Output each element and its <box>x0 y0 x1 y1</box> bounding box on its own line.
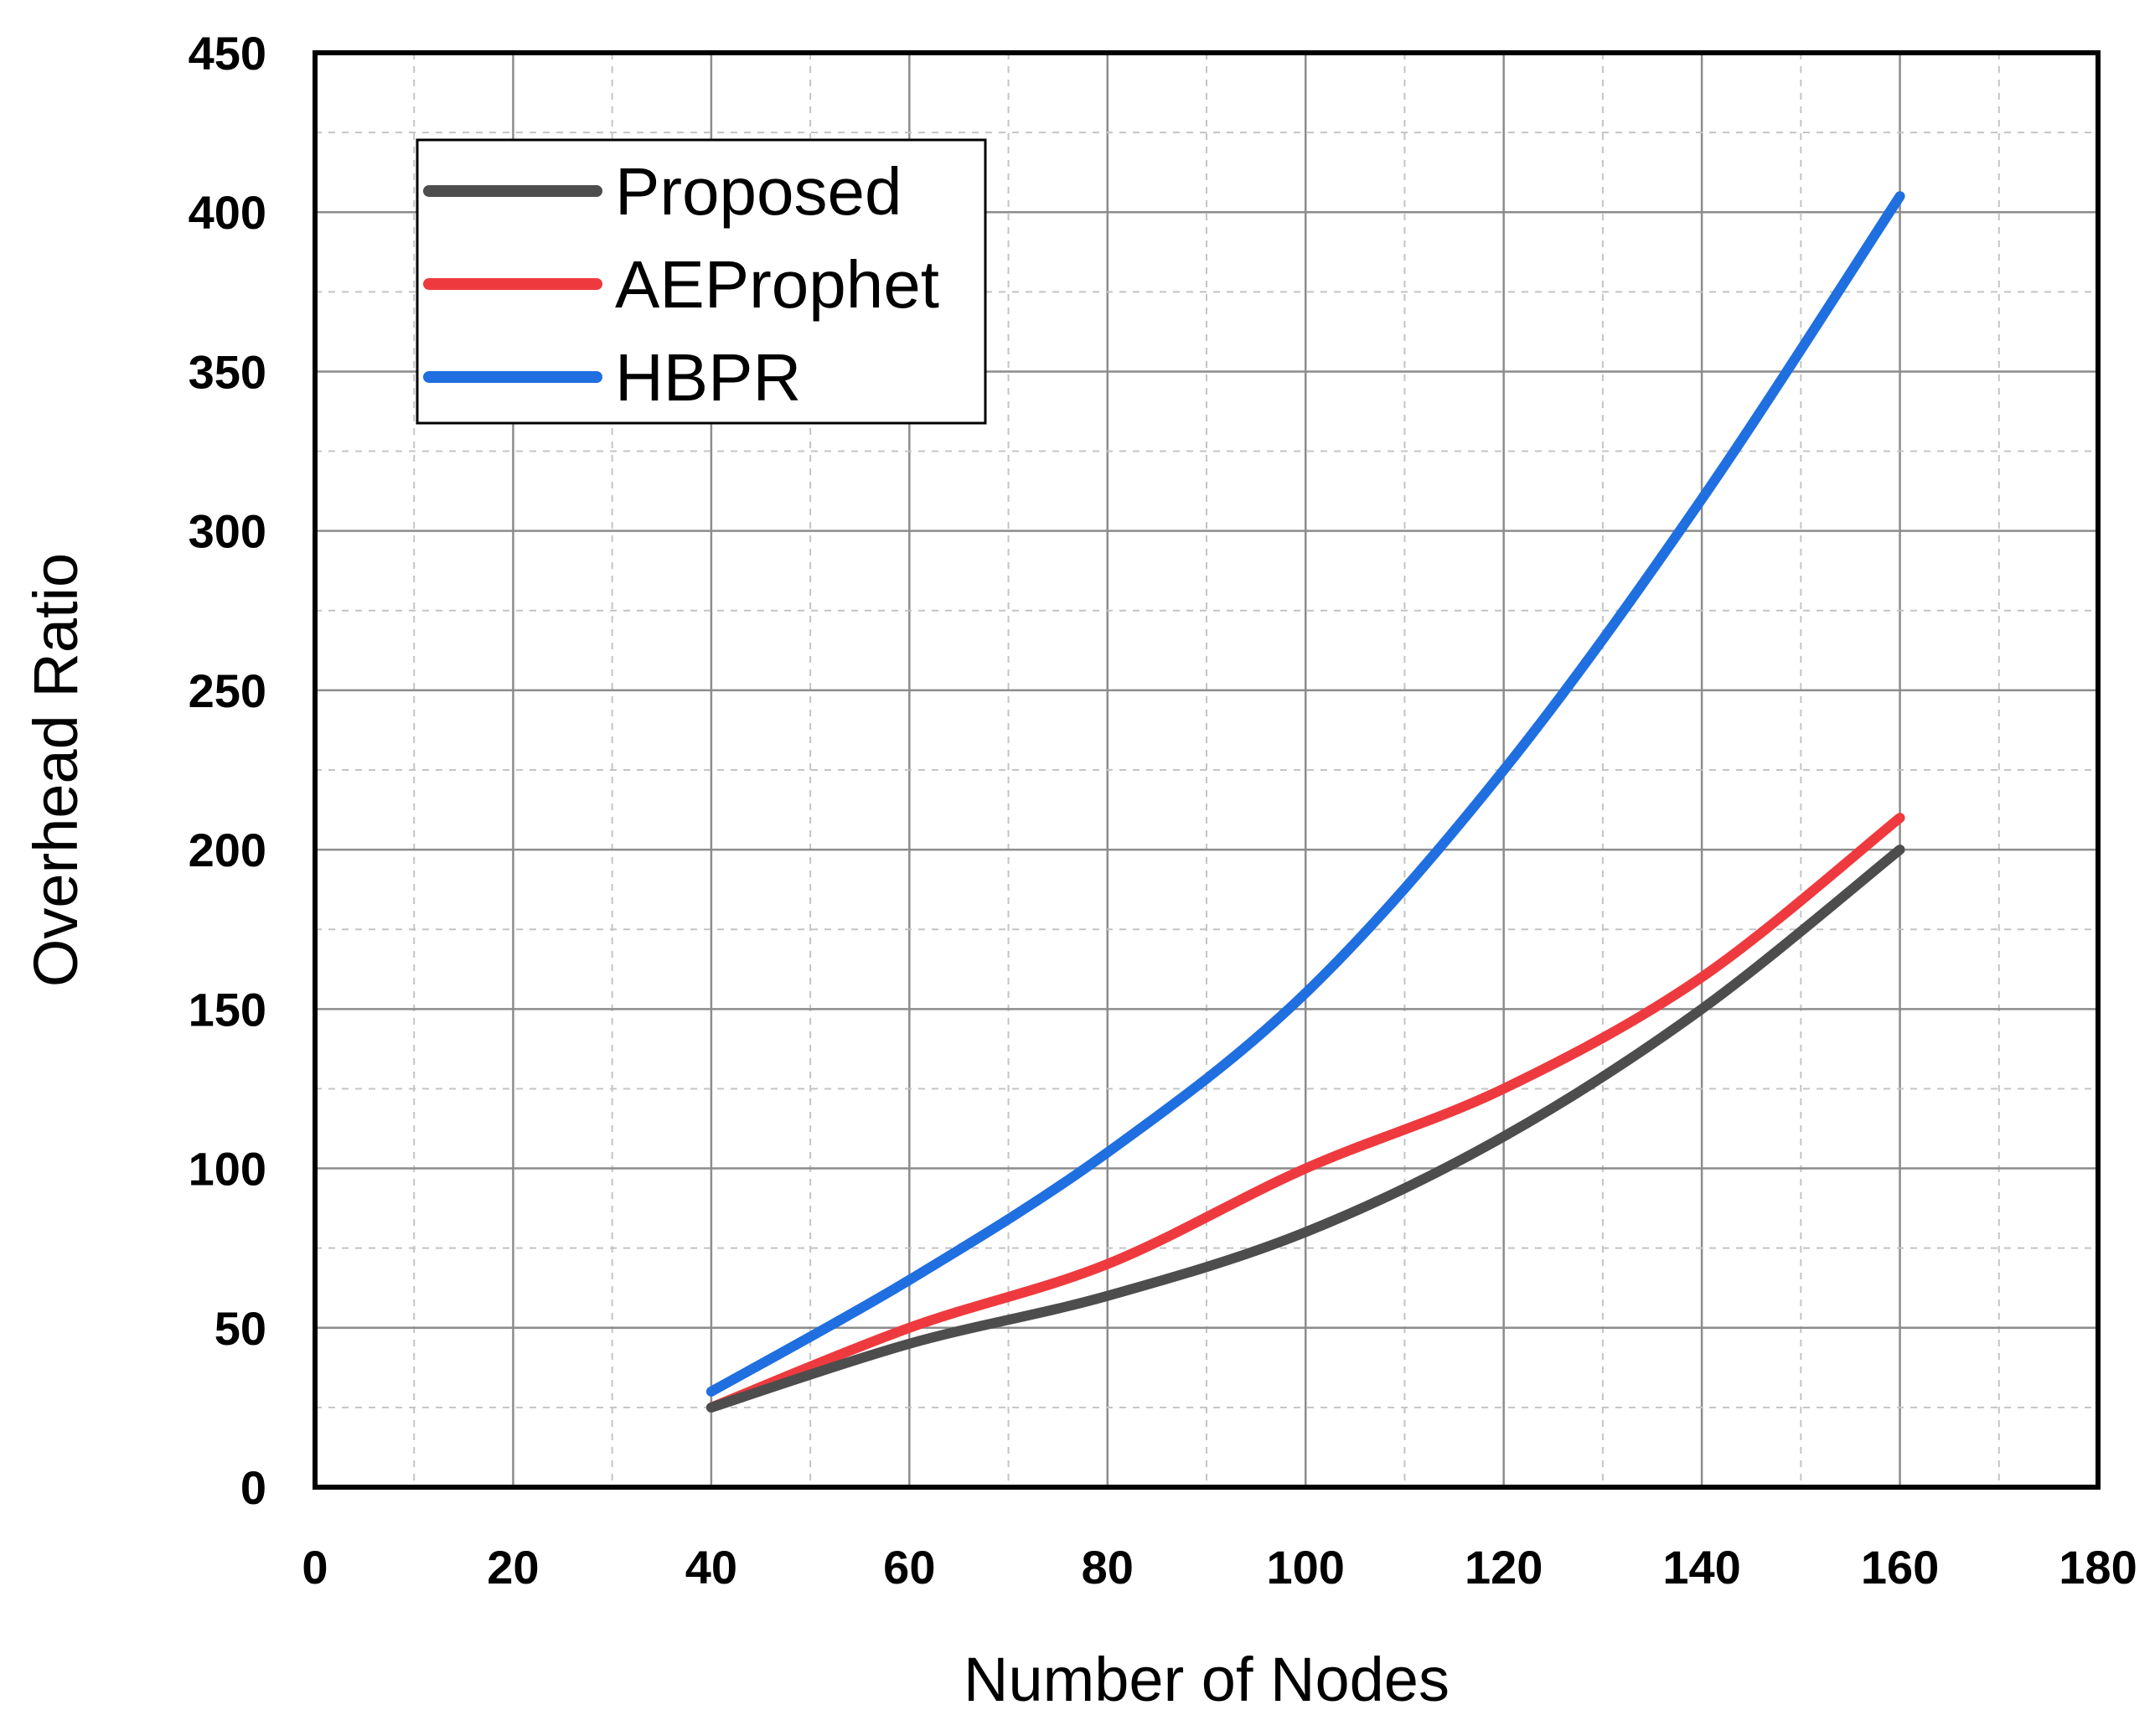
x-tick-label: 0 <box>302 1541 328 1594</box>
x-tick-label: 40 <box>685 1541 737 1594</box>
x-tick-label: 180 <box>2059 1541 2137 1594</box>
y-axis-title: Overhead Ratio <box>21 553 90 987</box>
y-tick-label: 150 <box>189 983 266 1036</box>
x-axis-title: Number of Nodes <box>964 1645 1450 1714</box>
y-tick-label: 250 <box>189 664 266 717</box>
y-tick-label: 0 <box>240 1461 266 1514</box>
x-axis-ticks: 0 20 40 60 80 100 120 140 160 180 <box>302 1541 2137 1594</box>
y-axis-ticks: 0 50 100 150 200 250 300 350 400 450 <box>189 27 266 1514</box>
y-tick-label: 400 <box>189 186 266 239</box>
x-tick-label: 120 <box>1465 1541 1543 1594</box>
x-tick-label: 80 <box>1082 1541 1134 1594</box>
x-tick-label: 100 <box>1267 1541 1345 1594</box>
legend: Proposed AEProphet HBPR <box>416 138 987 425</box>
series-lines <box>705 191 1905 1413</box>
x-tick-label: 60 <box>883 1541 935 1594</box>
y-tick-label: 200 <box>189 824 266 876</box>
x-tick-label: 160 <box>1861 1541 1939 1594</box>
y-tick-label: 350 <box>189 345 266 398</box>
plot-frame <box>313 50 2101 1490</box>
x-tick-label: 20 <box>487 1541 539 1594</box>
series-line-hbpr <box>705 191 1905 1397</box>
legend-label: HBPR <box>615 340 801 415</box>
legend-label: Proposed <box>615 154 902 229</box>
series-line-proposed <box>705 845 1905 1413</box>
y-tick-label: 100 <box>189 1143 266 1196</box>
legend-label: AEProphet <box>615 247 939 322</box>
y-tick-label: 50 <box>214 1302 266 1355</box>
y-tick-label: 450 <box>189 27 266 80</box>
series-line-aeprophet <box>705 813 1905 1413</box>
y-tick-label: 300 <box>189 505 266 558</box>
x-tick-label: 140 <box>1662 1541 1740 1594</box>
